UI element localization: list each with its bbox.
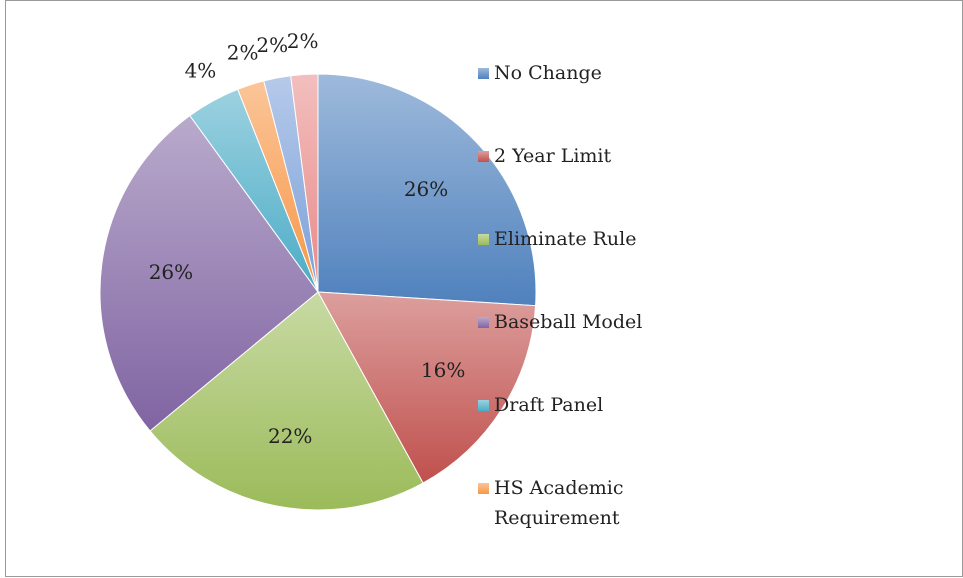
legend-item: Eliminate Rule [478, 224, 648, 254]
legend-label: Draft Panel [494, 394, 604, 416]
data-label: 26% [149, 260, 193, 284]
legend-swatch [478, 483, 489, 494]
data-label: 26% [404, 177, 448, 201]
pie-slice [317, 73, 537, 307]
legend-item: Baseball Model [478, 307, 648, 337]
data-label: 16% [421, 358, 465, 382]
legend-swatch [478, 317, 489, 328]
data-label: 4% [185, 59, 217, 83]
legend-item: No Change [478, 58, 648, 88]
legend-swatch [478, 151, 489, 162]
legend-item: Draft Panel [478, 390, 648, 420]
legend-label: Baseball Model [494, 311, 643, 333]
legend-label: HS Academic Requirement [494, 477, 624, 529]
legend-swatch [478, 68, 489, 79]
data-label: 22% [268, 424, 312, 448]
pie-slice [317, 291, 537, 484]
legend-label: Eliminate Rule [494, 228, 637, 250]
legend-label: 2 Year Limit [494, 145, 612, 167]
data-label: 2% [227, 40, 259, 64]
legend-item: HS Academic Requirement [478, 473, 648, 533]
legend-label: No Change [494, 62, 602, 84]
legend-item: 2 Year Limit [478, 141, 648, 171]
pie-slice [99, 114, 319, 432]
data-label: 2% [287, 29, 319, 53]
pie-slice [290, 73, 319, 293]
legend-swatch [478, 400, 489, 411]
data-label: 2% [256, 33, 288, 57]
legend-swatch [478, 234, 489, 245]
pie-slice [149, 291, 424, 511]
